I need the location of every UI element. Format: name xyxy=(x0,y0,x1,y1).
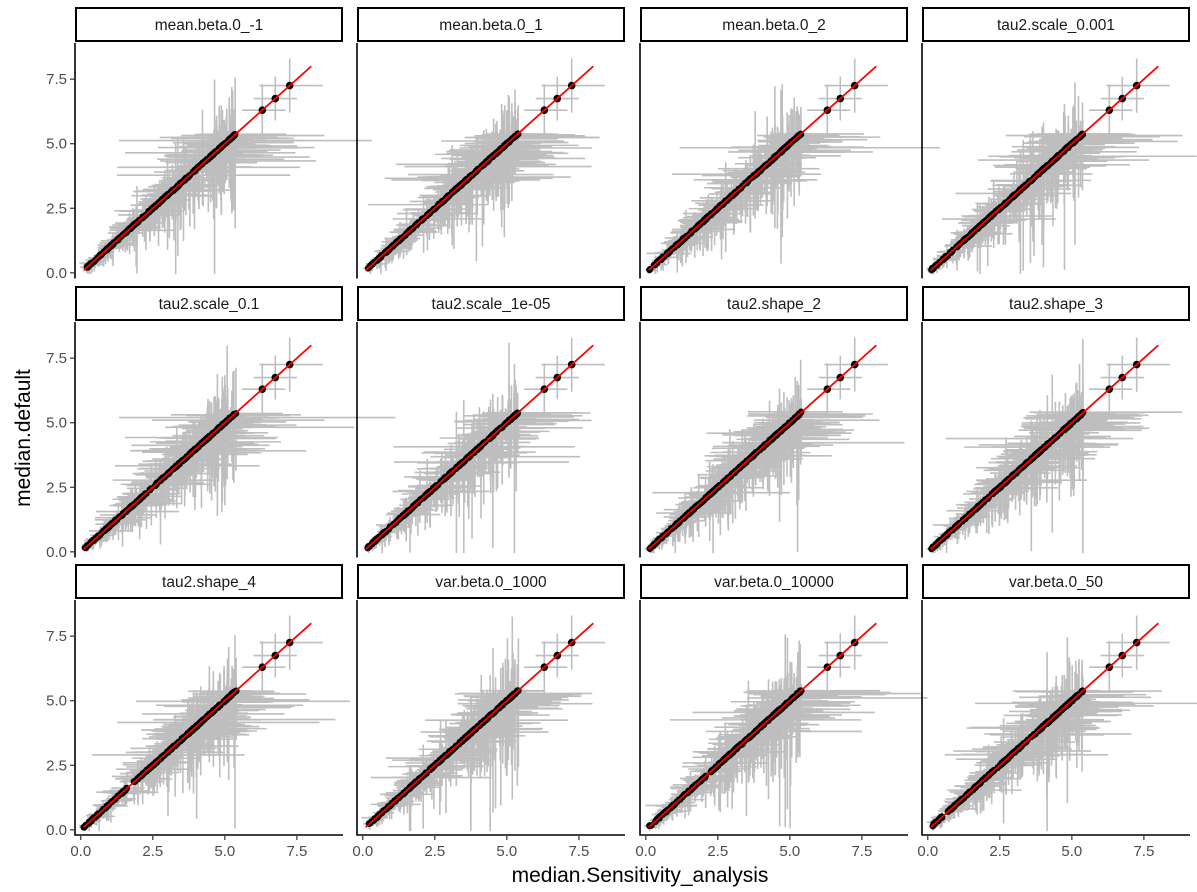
facet-panel-7: tau2.shape_2 xyxy=(639,286,908,558)
y-tick-label: 2.5 xyxy=(46,200,67,217)
facet-strip xyxy=(75,286,343,321)
facet-strip xyxy=(357,7,625,42)
error-bars xyxy=(81,337,396,553)
y-tick-label: 5.0 xyxy=(46,136,67,153)
facet-panel-3: mean.beta.0_2 xyxy=(639,7,941,279)
facet-strip-label: mean.beta.0_-1 xyxy=(155,17,264,34)
y-tick-label: 0.0 xyxy=(46,265,67,282)
facet-panel-1: mean.beta.0_-1 0.0 2.5 5.0 7.5 xyxy=(46,7,372,282)
y-tick-label: 2.5 xyxy=(46,479,67,496)
facet-strip xyxy=(357,286,625,321)
identity-line xyxy=(648,65,877,271)
identity-line xyxy=(365,344,594,550)
identity-line xyxy=(930,65,1159,271)
facet-strip-label: tau2.scale_1e-05 xyxy=(432,296,551,313)
facet-panel-5: tau2.scale_0.1 0.0 2.5 5.0 7.5 xyxy=(46,286,396,561)
facet-strip-label: tau2.scale_0.1 xyxy=(159,296,260,313)
facet-strip xyxy=(75,7,343,42)
facet-strip-label: tau2.shape_2 xyxy=(727,296,821,313)
facet-strip xyxy=(922,7,1190,42)
facet-strip-label: mean.beta.0_1 xyxy=(439,17,542,34)
panels-layer: mean.beta.0_-1 0.0 2.5 5.0 7.5 mean.beta.0_1 m… xyxy=(46,7,1197,860)
facet-strip-label: tau2.scale_0.001 xyxy=(997,17,1115,34)
identity-line xyxy=(83,65,312,271)
facet-strip xyxy=(640,286,908,321)
facet-strip xyxy=(640,7,908,42)
facet-panel-2: mean.beta.0_1 xyxy=(356,7,625,279)
identity-line xyxy=(365,65,594,271)
y-tick-label: 7.5 xyxy=(46,71,67,88)
y-tick-label: 0.0 xyxy=(46,544,67,561)
facet-panel-4: tau2.scale_0.001 xyxy=(921,7,1197,279)
facet-strip-label: mean.beta.0_2 xyxy=(722,17,825,34)
identity-line xyxy=(83,344,312,550)
facet-panel-6: tau2.scale_1e-05 xyxy=(356,286,625,558)
y-tick-label: 7.5 xyxy=(46,350,67,367)
error-bars xyxy=(645,58,941,275)
error-bars xyxy=(79,58,372,275)
y-tick-label: 5.0 xyxy=(46,415,67,432)
